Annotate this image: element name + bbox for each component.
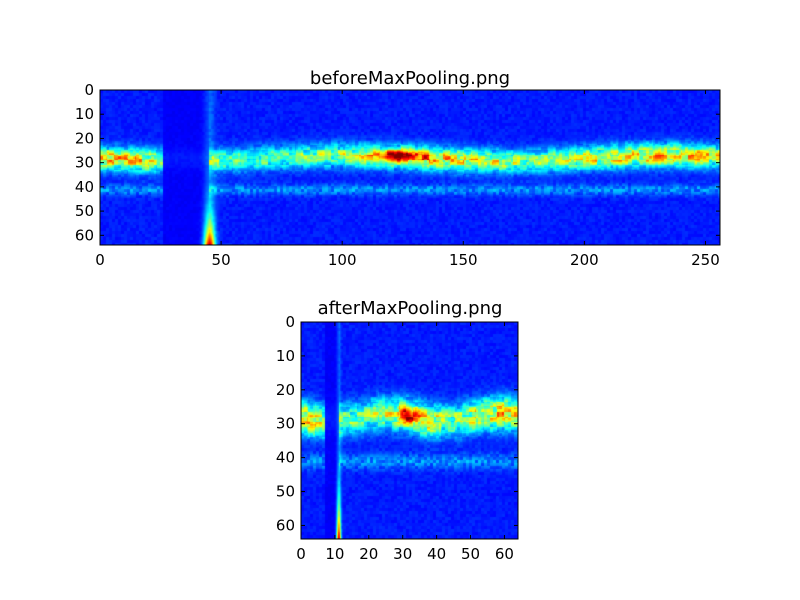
y-tick-label-after-60: 60 [276,516,295,534]
plot-frame-after [300,321,519,540]
x-tick-label-after-50: 50 [461,545,480,563]
plot-frame-before [99,89,721,246]
x-tick-label-after-10: 10 [325,545,344,563]
x-tick-label-after-40: 40 [427,545,446,563]
chart-title-before: beforeMaxPooling.png [310,68,510,89]
y-tick-label-before-10: 10 [75,105,94,123]
x-tick-label-after-20: 20 [359,545,378,563]
y-tick-label-before-40: 40 [75,178,94,196]
y-tick-label-after-20: 20 [276,381,295,399]
y-tick-label-before-20: 20 [75,129,94,147]
x-tick-label-before-100: 100 [328,251,357,269]
heatmap-image-after [301,322,518,539]
x-tick-label-before-250: 250 [691,251,720,269]
y-tick-label-after-10: 10 [276,347,295,365]
x-tick-label-before-0: 0 [95,251,105,269]
x-tick-label-before-150: 150 [449,251,478,269]
x-tick-label-after-60: 60 [495,545,514,563]
x-tick-label-after-30: 30 [393,545,412,563]
heatmap-after-max-pooling: afterMaxPooling.png 0 10 20 30 40 50 600102030… [276,298,519,563]
x-tick-label-before-200: 200 [570,251,599,269]
y-tick-label-after-50: 50 [276,483,295,501]
x-tick-label-after-0: 0 [296,545,306,563]
axis-ticks-before: 0 50 100 150 200 250 0 10 20 30 40 50 60 [75,81,720,269]
y-tick-label-after-30: 30 [276,415,295,433]
y-tick-label-before-60: 60 [75,226,94,244]
x-tick-label-before-50: 50 [212,251,231,269]
heatmap-before-max-pooling: beforeMaxPooling.png 0 50 100 150 200 250 0 10 2… [75,68,721,269]
heatmap-image-before [100,90,720,245]
y-tick-label-after-40: 40 [276,449,295,467]
y-tick-label-before-0: 0 [84,81,94,99]
y-tick-label-after-0: 0 [285,313,295,331]
y-tick-label-before-30: 30 [75,154,94,172]
chart-title-after: afterMaxPooling.png [318,298,503,319]
y-tick-label-before-50: 50 [75,202,94,220]
